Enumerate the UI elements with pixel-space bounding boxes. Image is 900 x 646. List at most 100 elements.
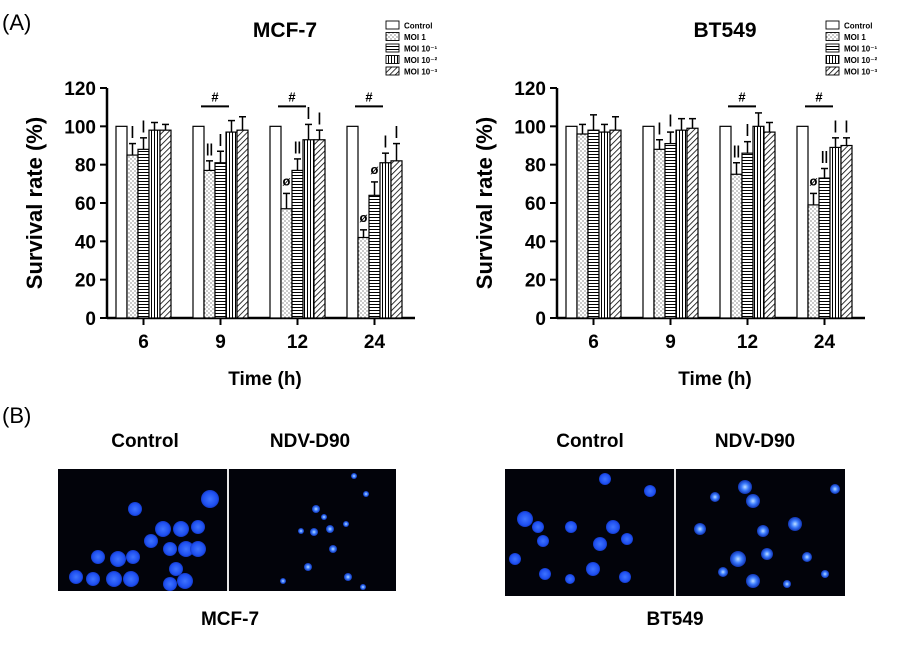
- nucleus: [757, 525, 769, 537]
- nucleus: [201, 490, 219, 508]
- nucleus: [532, 521, 544, 533]
- bar: [159, 129, 172, 319]
- nucleus: [565, 574, 575, 584]
- nucleus: [761, 548, 773, 560]
- legend-entry: MOI 10⁻³: [844, 68, 877, 77]
- significance-hash: #: [815, 89, 823, 104]
- bar: [807, 204, 820, 319]
- y-tick-label: 120: [64, 79, 96, 100]
- bar: [225, 131, 238, 319]
- bar: [664, 142, 677, 319]
- y-tick-label: 40: [75, 232, 96, 253]
- nucleus: [830, 484, 840, 494]
- y-tick-label: 60: [75, 194, 96, 215]
- label-mcf7-control: Control: [111, 431, 179, 452]
- nucleus: [191, 520, 205, 534]
- y-tick-label: 20: [525, 271, 546, 292]
- bar: [598, 131, 611, 319]
- nucleus: [621, 533, 633, 545]
- significance-mark: |: [845, 118, 849, 133]
- chart-title: MCF-7: [253, 19, 317, 42]
- significance-hash: #: [288, 89, 296, 104]
- label-mcf7-ndv: NDV-D90: [269, 431, 351, 452]
- significance-hash: #: [738, 89, 746, 104]
- significance-mark: |: [219, 131, 223, 146]
- significance-mark: |: [834, 118, 838, 133]
- y-axis-label: Survival rate (%): [22, 117, 47, 289]
- bar: [313, 139, 326, 319]
- bar: [642, 125, 655, 319]
- bar: [653, 148, 666, 319]
- bar: [346, 125, 359, 319]
- bar: [719, 125, 732, 319]
- bar: [686, 127, 699, 319]
- nucleus: [694, 523, 706, 535]
- nucleus: [746, 574, 760, 588]
- nucleus: [360, 584, 366, 590]
- nucleus: [298, 528, 304, 534]
- nucleus: [163, 577, 177, 591]
- bar: [302, 139, 315, 319]
- nucleus: [155, 521, 171, 537]
- nucleus: [126, 550, 140, 564]
- group-label-mcf7: MCF-7: [200, 609, 260, 630]
- bar: [730, 173, 743, 319]
- nucleus: [310, 528, 318, 536]
- nucleus: [351, 473, 357, 479]
- nucleus: [586, 562, 600, 576]
- significance-mark: ||: [733, 143, 740, 158]
- x-axis-label: Time (h): [678, 369, 752, 390]
- bar: [587, 129, 600, 319]
- significance-mark: |: [131, 124, 135, 139]
- bar: [115, 125, 128, 319]
- y-tick-label: 20: [75, 271, 96, 292]
- nucleus: [326, 525, 334, 533]
- significance-mark: |: [318, 110, 322, 125]
- legend-swatch: [825, 43, 840, 53]
- significance-mark: ø: [371, 162, 379, 177]
- bar: [236, 129, 249, 319]
- significance-hash: #: [365, 89, 373, 104]
- nucleus: [619, 571, 631, 583]
- significance-mark: |: [746, 122, 750, 137]
- nucleus: [128, 502, 142, 516]
- bar: [829, 146, 842, 319]
- bar: [137, 148, 150, 319]
- y-tick-label: 100: [514, 117, 546, 138]
- nucleus: [177, 573, 193, 589]
- x-tick-label: 12: [737, 332, 758, 353]
- bar: [796, 125, 809, 319]
- legend-swatch: [385, 43, 400, 53]
- x-tick-label: 6: [588, 332, 599, 353]
- legend-entry: Control: [404, 22, 432, 31]
- y-tick-label: 80: [525, 156, 546, 177]
- legend-swatch: [385, 55, 400, 64]
- label-bt549-ndv: NDV-D90: [714, 431, 796, 452]
- x-axis-label: Time (h): [228, 369, 302, 390]
- nucleus: [606, 520, 620, 534]
- y-tick-label: 60: [525, 194, 546, 215]
- bar: [609, 129, 622, 319]
- nucleus: [746, 494, 760, 508]
- legend-swatch: [825, 32, 840, 41]
- bar: [368, 194, 381, 319]
- micrograph-bt549: [505, 469, 845, 596]
- legend-entry: MOI 10⁻¹: [404, 45, 437, 54]
- significance-mark: ø: [283, 173, 291, 188]
- y-axis-label: Survival rate (%): [472, 117, 497, 289]
- nucleus: [69, 570, 83, 584]
- nucleus: [329, 545, 337, 553]
- bar: [214, 162, 227, 319]
- nucleus: [304, 563, 312, 571]
- chart-mcf7: 0 20 40 60 80 100 120 Survival rate (%) Time (h)…: [22, 19, 437, 390]
- nucleus: [821, 570, 829, 578]
- significance-mark: |: [658, 120, 662, 135]
- nucleus: [517, 511, 533, 527]
- nucleus: [565, 521, 577, 533]
- bar: [752, 125, 765, 319]
- label-bt549-control: Control: [556, 431, 624, 452]
- significance-mark: |: [395, 124, 399, 139]
- significance-mark: ||: [294, 139, 301, 154]
- nucleus: [738, 480, 752, 494]
- legend-entry: MOI 1: [844, 33, 866, 42]
